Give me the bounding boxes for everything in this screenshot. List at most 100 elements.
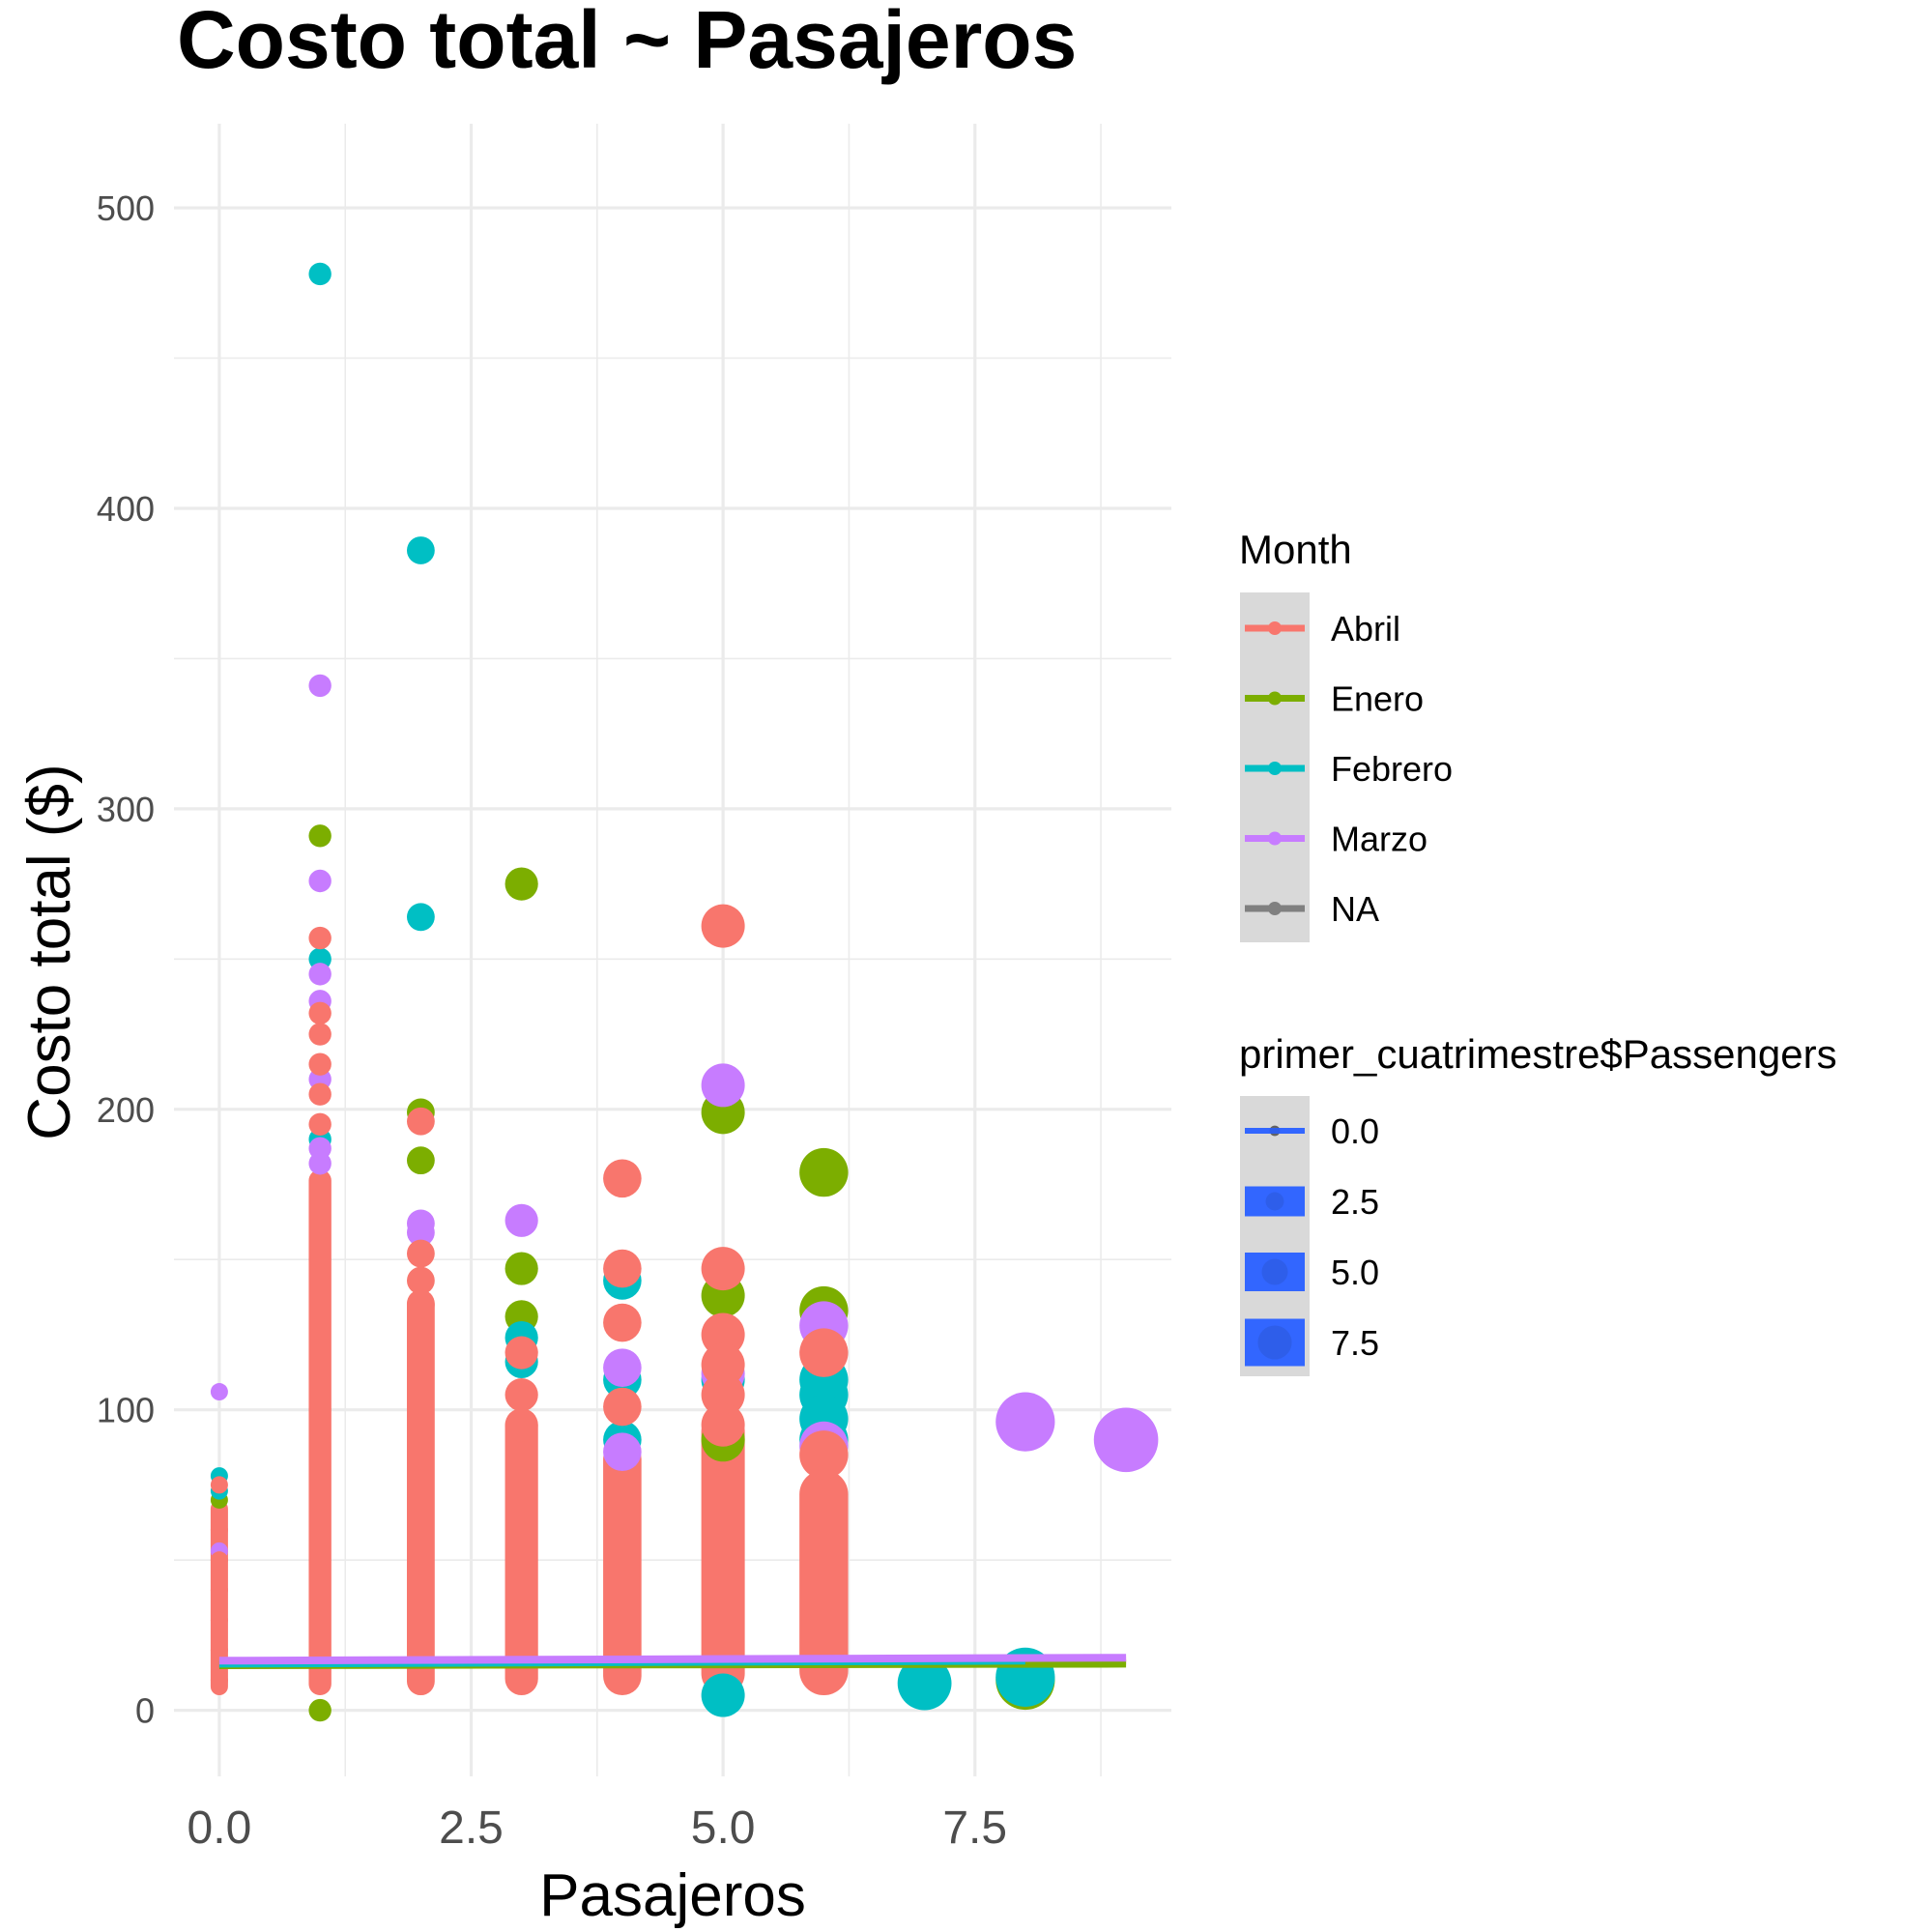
data-point-abril xyxy=(308,926,332,950)
points-layer xyxy=(210,262,1159,1722)
data-point-abril xyxy=(406,1290,435,1319)
legend-size-overlay xyxy=(1245,1253,1305,1291)
y-tick-label: 400 xyxy=(97,489,155,529)
data-point-marzo xyxy=(308,963,332,986)
x-tick-label: 7.5 xyxy=(942,1802,1007,1854)
chart-title: Costo total ~ Pasajeros xyxy=(177,0,1077,85)
legend-size-overlay xyxy=(1245,1186,1305,1217)
legend-label-marzo: Marzo xyxy=(1331,820,1427,859)
point-cluster-abril xyxy=(603,1439,642,1696)
grid-layer xyxy=(174,124,1171,1776)
data-point-abril xyxy=(210,1476,228,1494)
legend-label-na: NA xyxy=(1331,889,1379,929)
legend-passengers-entries: 0.0 2.5 5.0 7.5 xyxy=(1240,1096,1379,1376)
legend-key-dot xyxy=(1268,831,1282,846)
y-tick-label: 300 xyxy=(97,790,155,829)
legend-label-febrero: Febrero xyxy=(1331,749,1453,789)
legend-label-size: 7.5 xyxy=(1331,1323,1379,1363)
fit-line-marzo xyxy=(218,1654,1127,1665)
legend-passengers-title: primer_cuatrimestre$Passengers xyxy=(1239,1031,1837,1077)
point-cluster-abril xyxy=(799,1469,849,1696)
data-point-abril xyxy=(308,1112,332,1137)
x-tick-label: 5.0 xyxy=(691,1802,756,1854)
data-point-abril xyxy=(308,1053,332,1076)
data-point-abril xyxy=(210,1581,228,1600)
data-point-abril xyxy=(505,1336,538,1370)
data-point-abril xyxy=(603,1159,642,1198)
data-point-enero xyxy=(308,1698,332,1722)
data-point-abril xyxy=(701,1372,745,1417)
data-point-marzo xyxy=(603,1348,642,1387)
data-point-abril xyxy=(308,1001,332,1024)
legend-passengers: primer_cuatrimestre$Passengers 0.0 2.5 5.0… xyxy=(1239,1031,1837,1376)
data-point-abril xyxy=(308,1023,332,1046)
data-point-abril xyxy=(505,1378,538,1412)
data-point-abril xyxy=(701,1342,745,1387)
legend-label-size: 0.0 xyxy=(1331,1111,1379,1151)
point-cluster-abril xyxy=(308,1168,332,1696)
x-tick-label: 0.0 xyxy=(187,1802,252,1854)
legend-label-abril: Abril xyxy=(1331,609,1400,649)
data-point-febrero xyxy=(406,536,435,564)
data-point-abril xyxy=(406,1107,435,1136)
y-axis-ticks: 0 100 200 300 400 500 xyxy=(97,188,155,1731)
data-point-enero xyxy=(505,867,538,901)
legend-key-dot xyxy=(1268,762,1282,775)
legend-key-dot xyxy=(1268,691,1282,706)
legend-month: Month Abril Enero Febrero Marzo NA xyxy=(1239,527,1453,942)
data-point-enero xyxy=(308,824,332,848)
data-point-marzo xyxy=(603,1432,642,1472)
data-point-marzo xyxy=(308,674,332,698)
data-point-abril xyxy=(701,1312,745,1357)
legend-size-overlay xyxy=(1245,1128,1305,1134)
legend-label-enero: Enero xyxy=(1331,679,1424,719)
data-point-abril xyxy=(603,1249,642,1288)
legend-label-size: 5.0 xyxy=(1331,1253,1379,1292)
data-point-marzo xyxy=(701,1063,745,1108)
legend-label-size: 2.5 xyxy=(1331,1182,1379,1222)
legend-month-entries: Abril Enero Febrero Marzo NA xyxy=(1240,592,1453,942)
data-point-abril xyxy=(603,1303,642,1342)
data-point-abril xyxy=(308,1082,332,1106)
data-point-abril xyxy=(701,1402,745,1447)
data-point-febrero xyxy=(701,1673,745,1717)
y-tick-label: 100 xyxy=(97,1391,155,1430)
data-point-abril xyxy=(799,1328,849,1377)
data-point-febrero xyxy=(406,903,435,932)
point-cluster-abril xyxy=(406,1289,435,1696)
y-axis-title: Costo total ($) xyxy=(16,764,83,1139)
y-tick-label: 500 xyxy=(97,188,155,228)
legend-month-title: Month xyxy=(1239,527,1352,572)
data-point-abril xyxy=(406,1239,435,1268)
data-point-enero xyxy=(799,1147,849,1197)
data-point-abril xyxy=(406,1266,435,1295)
data-point-abril xyxy=(210,1671,228,1689)
data-point-enero xyxy=(505,1252,538,1285)
data-point-abril xyxy=(603,1387,642,1427)
data-point-marzo xyxy=(406,1218,435,1247)
y-tick-label: 200 xyxy=(97,1090,155,1130)
data-point-abril xyxy=(701,1247,745,1291)
data-point-abril xyxy=(210,1551,228,1570)
legend-key-dot xyxy=(1268,902,1282,915)
data-point-febrero xyxy=(897,1656,952,1711)
data-point-abril xyxy=(505,1408,538,1442)
data-point-marzo xyxy=(1093,1407,1159,1473)
data-point-enero xyxy=(406,1146,435,1175)
data-point-abril xyxy=(799,1430,849,1480)
data-point-marzo xyxy=(308,869,332,893)
data-point-marzo xyxy=(505,1203,538,1237)
data-point-abril xyxy=(210,1521,228,1540)
y-tick-label: 0 xyxy=(135,1691,155,1731)
point-cluster-abril xyxy=(505,1409,538,1696)
x-tick-label: 2.5 xyxy=(439,1802,504,1854)
x-axis-ticks: 0.0 2.5 5.0 7.5 xyxy=(187,1802,1008,1854)
data-point-abril xyxy=(210,1641,228,1659)
point-cluster-abril xyxy=(701,1409,745,1696)
x-axis-title: Pasajeros xyxy=(539,1862,806,1929)
legend-key-dot xyxy=(1268,621,1282,635)
data-point-marzo xyxy=(210,1383,228,1401)
data-point-marzo xyxy=(308,1152,332,1175)
data-point-abril xyxy=(701,904,745,948)
